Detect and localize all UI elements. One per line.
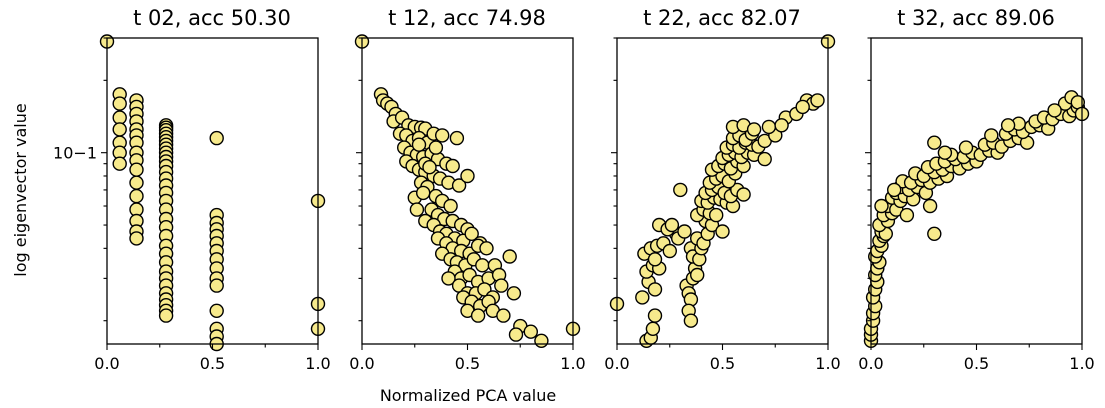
scatter-point [112,110,127,125]
scatter-point [502,249,517,264]
scatter-point [129,231,144,246]
scatter-point [1000,118,1016,133]
scatter-point [475,258,490,273]
scatter-point [449,130,465,146]
scatter-point [445,158,460,174]
scatter-point [112,122,127,137]
scatter-point [422,159,437,175]
scatter-point [647,282,663,297]
scatter-point [441,271,456,286]
scatter-point [460,168,475,184]
subplot-1: t 02, acc 50.30 0.0 0.5 1.0 10−1 [53,6,331,373]
scatter-point [709,207,724,223]
scatter-point [662,243,677,259]
scatter-point [899,207,915,223]
scatter-point [523,324,538,339]
x-tick-label: 0.5 [964,354,989,373]
x-tick-label: 1.0 [815,354,840,373]
scatter-point [209,130,224,146]
scatter-point [761,119,777,135]
scatter-point [874,198,889,214]
x-tick-label: 0.5 [710,354,735,373]
x-tick-label: 1.0 [1069,354,1094,373]
scatter-point [428,140,444,155]
subplot-3: t 22, acc 82.07 0.0 0.5 1.0 [604,6,840,373]
x-tick-label: 0.5 [455,354,480,373]
scatter-point [677,224,692,239]
scatter-point [1047,103,1062,118]
scatter-point [129,188,144,204]
scatter-point [937,145,953,160]
scatter-point [209,303,224,318]
scatter-point [435,128,450,143]
scatter-point [534,333,549,348]
scatter-point [647,308,663,323]
x-axis-label: Normalized PCA value [380,386,556,405]
x-tick-label: 0.0 [604,354,629,373]
x-tick-label: 0.0 [349,354,374,373]
subplot-2: t 12, acc 74.98 0.0 0.5 1.0 [349,6,585,373]
subplot-3-title: t 22, acc 82.07 [643,6,801,30]
y-tick-label: 10−1 [53,144,97,163]
scatter-point [887,182,902,198]
scatter-point [209,278,224,293]
x-tick-label: 0.0 [94,354,119,373]
y-axis-label: log eigenvector value [11,103,30,276]
scatter-point [506,286,522,301]
scatter-point [683,313,699,328]
scatter-point [479,241,494,256]
scatter-point [673,182,688,198]
scatter-point [129,175,144,190]
x-tick-label: 1.0 [560,354,585,373]
x-tick-label: 0.0 [858,354,883,373]
subplot-4-title: t 32, acc 89.06 [897,6,1055,30]
scatter-point [810,93,825,108]
scatter-point [736,187,751,202]
scatter-point [416,185,431,201]
scatter-point [958,140,974,155]
scatter-point [645,321,661,336]
scatter-point [635,290,650,305]
subplot-2-title: t 12, acc 74.98 [388,6,546,30]
scatter-point [508,327,524,342]
scatter-point [647,252,663,267]
scatter-point [409,202,425,217]
scatter-point [927,226,942,242]
x-tick-label: 0.5 [200,354,225,373]
scatter-point [443,198,458,214]
scatter-point [451,178,467,193]
scatter-point [112,96,127,111]
scatter-point [112,156,127,171]
scatter-point [927,135,942,150]
x-tick-label: 1.0 [305,354,330,373]
scatter-point [494,278,509,293]
scatter-point [470,308,486,323]
scatter-point [129,162,144,177]
subplot-1-title: t 02, acc 50.30 [133,6,291,30]
scatter-point [984,128,999,143]
scatter-point [664,217,680,233]
scatter-point [411,137,427,152]
scatter-point [715,224,730,239]
scatter-point [464,226,479,242]
scatter-point [158,308,174,323]
scatter-point [774,118,789,133]
scatter-point [746,122,762,137]
scatter-point [690,267,705,283]
scatter-point [757,151,772,167]
scatter-point [496,308,511,323]
scatter-point [795,99,810,115]
scatter-point [922,198,938,214]
subplot-4: t 32, acc 89.06 0.0 0.5 1.0 [858,6,1094,373]
